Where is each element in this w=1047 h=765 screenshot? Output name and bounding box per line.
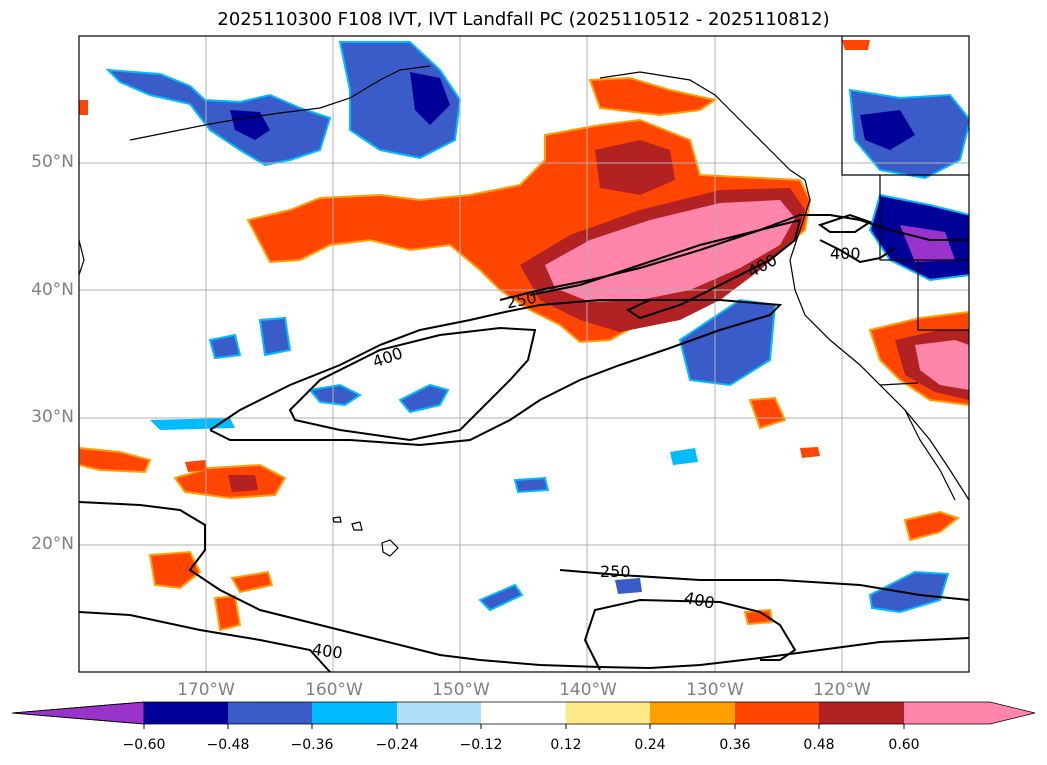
colorbar-label-pos012: 0.12	[550, 737, 582, 753]
contour-label-400-d: 400	[682, 588, 716, 613]
contour-label-400-c: 400	[830, 244, 861, 263]
contour-lower-2	[79, 611, 331, 672]
pos-region-mid	[748, 396, 787, 430]
hawaii-1	[381, 539, 399, 557]
lon-tick-170w: 170°W	[177, 680, 235, 700]
neg-core-n	[410, 72, 450, 125]
neg-core-nw	[230, 110, 270, 140]
lon-tick-150w: 150°W	[432, 680, 490, 700]
contour-250-long	[209, 299, 783, 447]
pos-core-w2	[228, 475, 258, 492]
neg-blob-2	[398, 383, 450, 414]
colorbar	[11, 701, 1036, 729]
colorbar-label-neg048: −0.48	[206, 737, 250, 753]
colorbar-label-neg060: −0.60	[122, 737, 166, 753]
colorbar-pos024	[650, 702, 735, 724]
colorbar-ticks	[143, 724, 905, 729]
colorbar-pos048	[819, 702, 904, 724]
contour-400-inner	[288, 326, 537, 442]
pos-region-sw2	[213, 594, 242, 632]
lon-tick-140w: 140°W	[559, 680, 617, 700]
colorbar-pos036	[735, 702, 819, 724]
lat-tick-20n: 20°N	[31, 534, 74, 554]
colorbar-zero	[481, 702, 566, 724]
lon-tick-130w: 130°W	[686, 680, 744, 700]
contour-250-s	[559, 569, 969, 601]
contour-250-upper	[499, 214, 969, 301]
pos-core-dark-2	[595, 140, 675, 195]
colorbar-label-pos060: 0.60	[888, 737, 920, 753]
coast-westus	[789, 179, 969, 501]
contour-ne-2	[819, 239, 896, 264]
colorbar-label-neg024: −0.24	[375, 737, 419, 753]
pos-region-sw3	[230, 570, 274, 594]
state-lines	[879, 175, 969, 386]
neg-core-ne	[860, 110, 915, 150]
colorbar-label-pos024: 0.24	[634, 737, 666, 753]
pos-region-sw1	[148, 550, 202, 590]
neg-blob-9	[615, 578, 642, 594]
colorbar-label-neg012: −0.12	[459, 737, 503, 753]
colorbar-extend-left	[11, 701, 145, 725]
colorbar-pos012	[566, 702, 650, 724]
pos-blob-3	[842, 40, 870, 50]
colorbar-label-pos048: 0.48	[803, 737, 835, 753]
lat-tick-40n: 40°N	[31, 280, 74, 300]
neg-blob-4	[258, 316, 292, 357]
pos-region-s1	[743, 608, 774, 626]
lat-tick-50n: 50°N	[31, 152, 74, 172]
contour-400-north	[529, 218, 802, 320]
map-content	[79, 36, 969, 672]
neg-blob-5	[150, 418, 235, 430]
pos-region-se1	[903, 510, 961, 542]
colorbar-extend-right	[904, 702, 1035, 724]
neg-blob-3	[208, 333, 242, 360]
contour-north-east	[817, 213, 873, 233]
west-edge	[79, 239, 85, 276]
contour-400-s	[583, 598, 797, 671]
neg-region-n	[338, 41, 462, 160]
pos-region-w1	[79, 446, 152, 474]
lon-tick-120w: 120°W	[813, 680, 871, 700]
hawaii-3	[332, 516, 342, 523]
pos-blob-4	[79, 100, 88, 115]
colorbar-neg036	[228, 702, 312, 724]
neg-blob-7	[478, 583, 524, 612]
hawaii-2	[351, 521, 363, 531]
negative-shading	[105, 41, 969, 614]
colorbar-label-neg036: −0.36	[290, 737, 334, 753]
neg-region-se	[868, 570, 950, 614]
neg-region-nw	[105, 68, 332, 167]
coast-alaska	[599, 71, 806, 181]
neg-blob-6	[513, 476, 550, 494]
contour-label-400-e: 400	[311, 640, 344, 663]
neg-blob-8	[670, 448, 698, 465]
colorbar-neg048	[144, 702, 228, 724]
neg-blob-1	[308, 383, 362, 407]
colorbar-neg012	[397, 702, 481, 724]
coast-baja	[904, 409, 956, 501]
map-frame	[78, 35, 970, 673]
pos-blob-1	[185, 460, 208, 472]
colorbar-label-pos036: 0.36	[719, 737, 751, 753]
coast-aleutians	[129, 65, 431, 141]
contour-label-250-b: 250	[600, 562, 631, 581]
pos-blob-2	[800, 447, 820, 458]
canada-border	[841, 36, 969, 176]
lon-tick-160w: 160°W	[305, 680, 363, 700]
neg-core-east	[900, 225, 955, 262]
gridlines	[79, 36, 969, 672]
plot-title: 2025110300 F108 IVT, IVT Landfall PC (20…	[217, 9, 830, 30]
ivt-contours	[79, 213, 969, 672]
lat-tick-30n: 30°N	[31, 407, 74, 427]
coastlines	[79, 36, 969, 557]
colorbar-neg024	[312, 702, 397, 724]
pos-band-top	[588, 76, 718, 117]
pos-core-ca-pink	[915, 340, 969, 390]
contour-lower	[79, 501, 969, 670]
